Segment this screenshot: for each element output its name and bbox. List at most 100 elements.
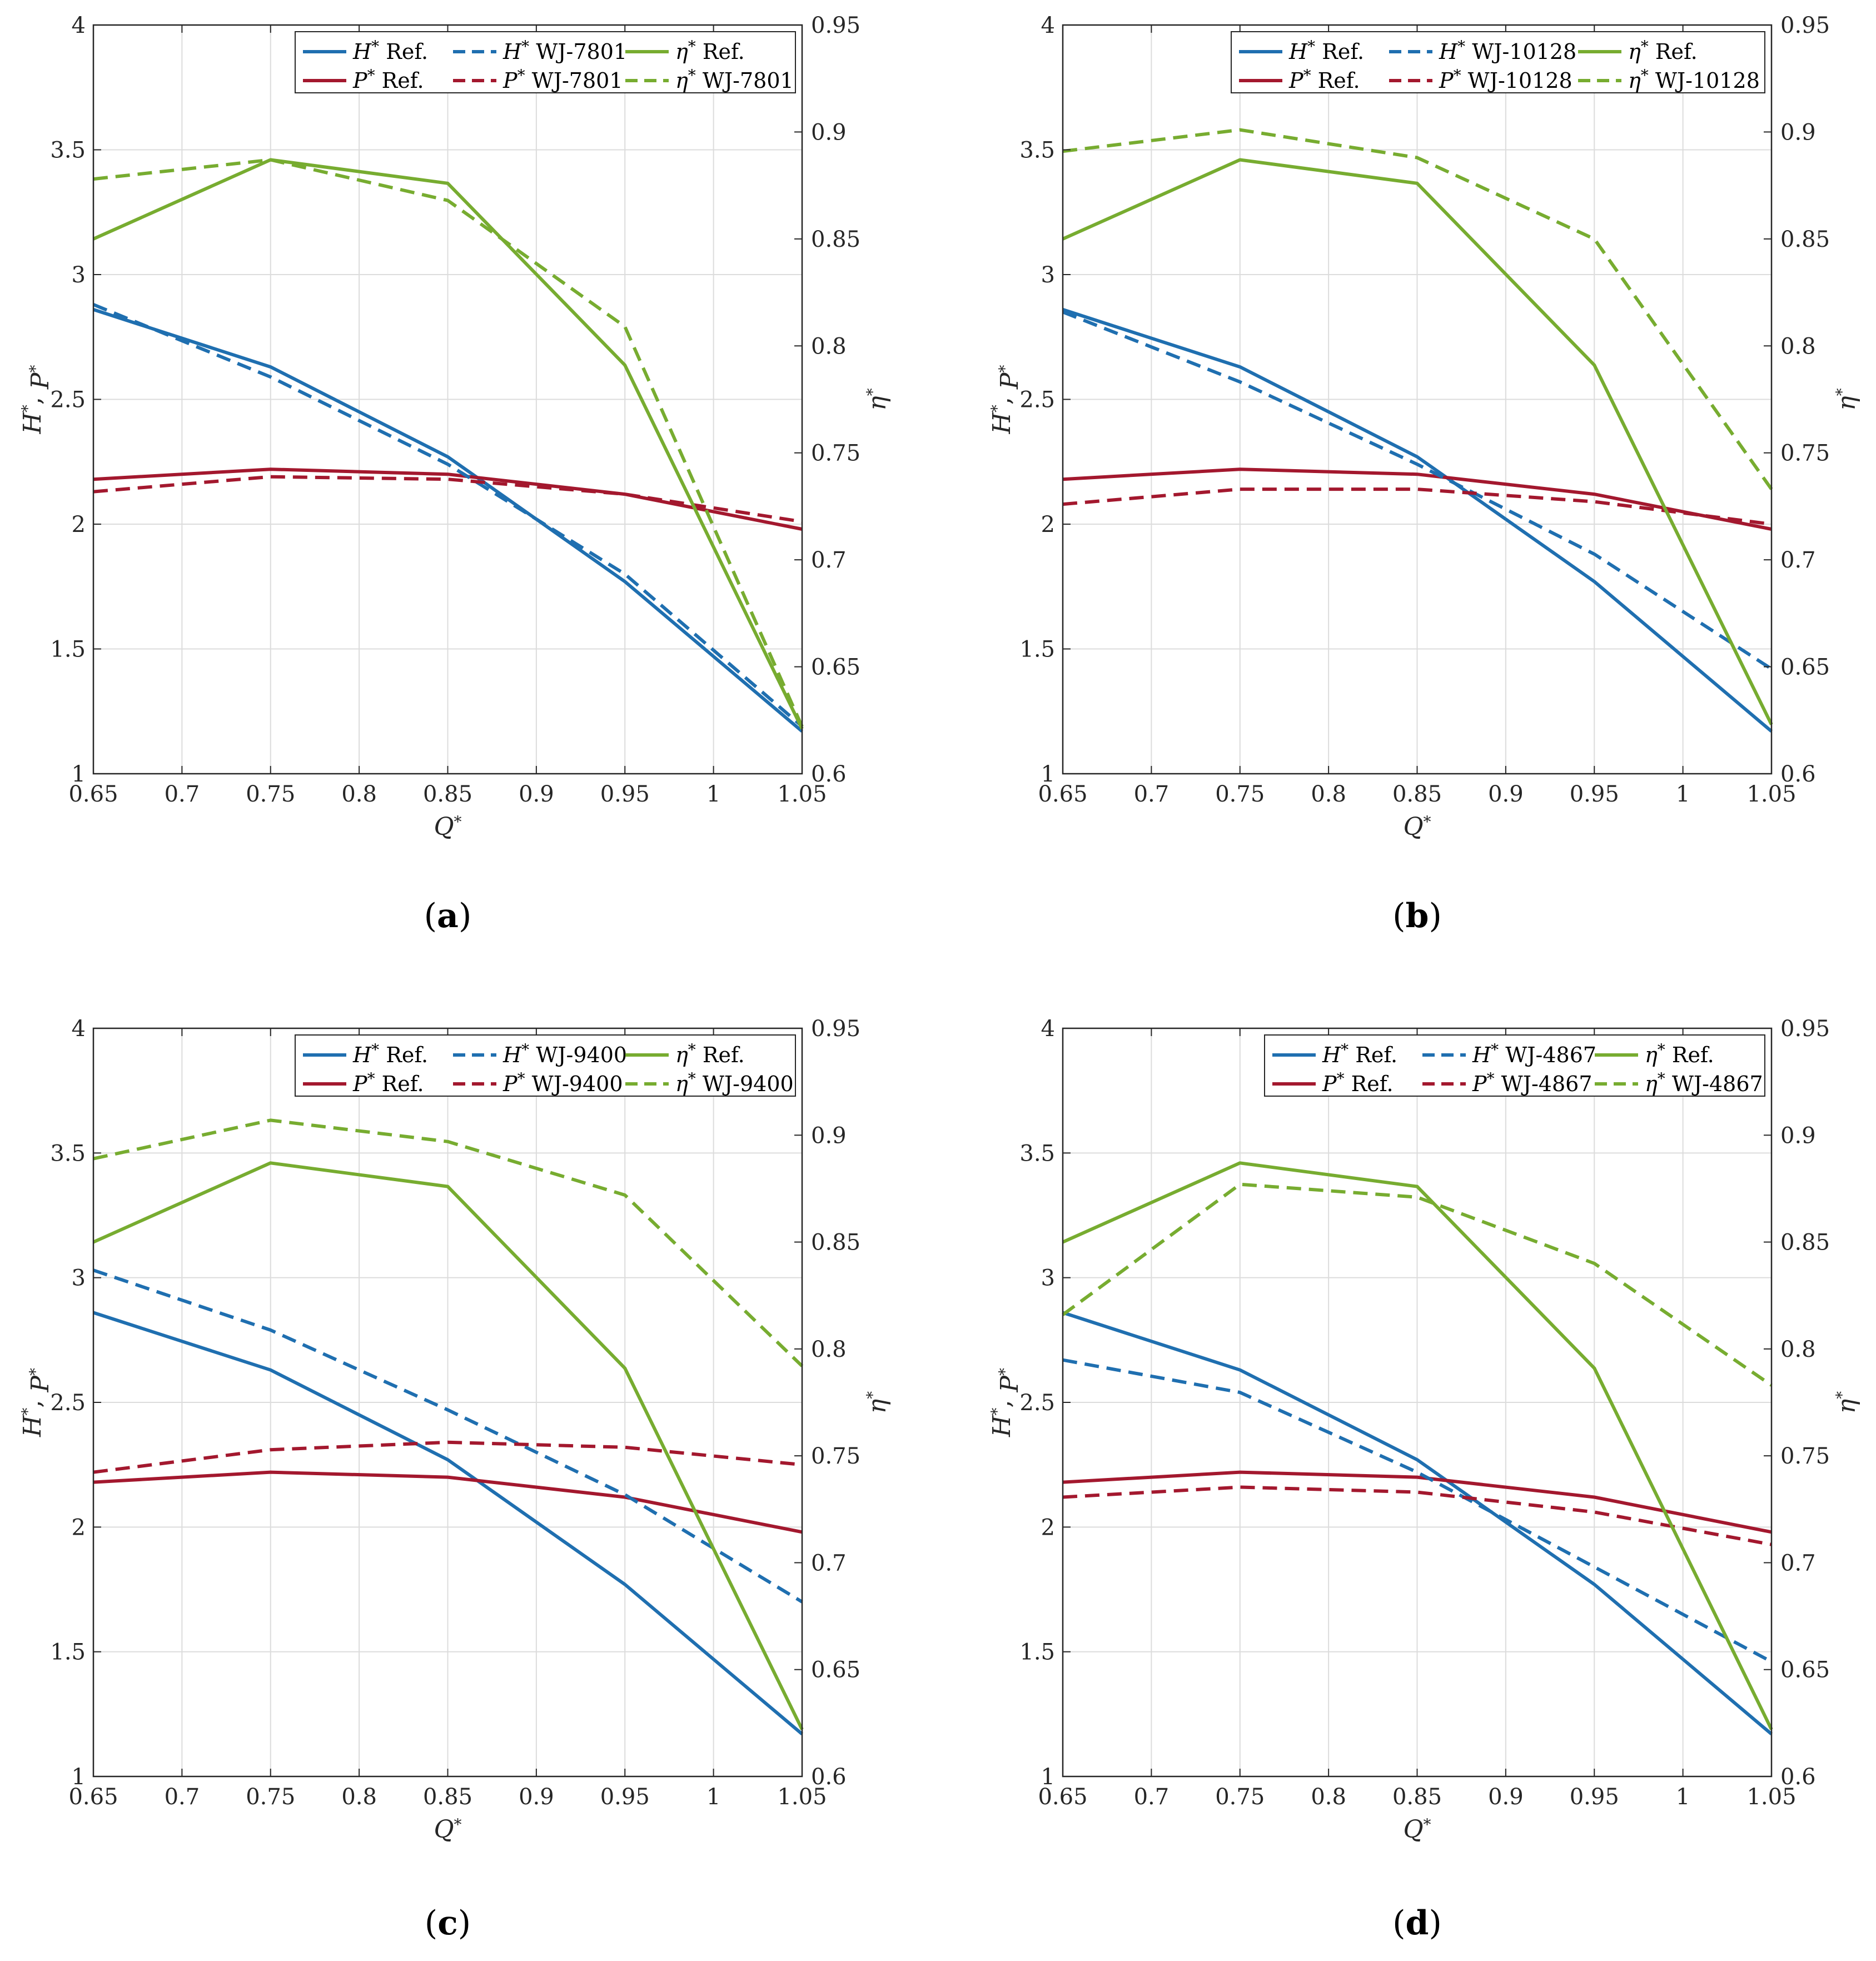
legend-entry: H* Ref. xyxy=(1288,37,1364,64)
y-right-tick-label: 0.6 xyxy=(1780,1764,1816,1790)
series-line-h-design xyxy=(93,1268,803,1604)
x-axis-title: Q* xyxy=(434,813,461,841)
series-line-h-design xyxy=(92,303,803,728)
y-right-tick-label: 0.65 xyxy=(1780,655,1830,680)
legend-entry: η* WJ-4867 xyxy=(1645,1069,1763,1096)
x-tick-label: 0.65 xyxy=(68,782,118,807)
x-tick-label: 0.85 xyxy=(423,782,472,807)
legend-entry: P* Ref. xyxy=(1288,66,1360,93)
y-left-tick-label: 2.5 xyxy=(1019,1390,1055,1416)
panel-label: (a) xyxy=(424,897,472,935)
series-line-eta-ref xyxy=(1062,158,1773,725)
y-right-tick-label: 0.85 xyxy=(1780,1230,1830,1256)
legend-entry: P* WJ-10128 xyxy=(1439,66,1573,93)
legend: H* Ref. H* WJ-9400 η* Ref. P* Ref. P* WJ-940… xyxy=(295,1034,796,1097)
x-tick-label: 0.75 xyxy=(1215,1784,1265,1810)
legend: H* Ref. H* WJ-7801 η* Ref. P* Ref. P* WJ-780… xyxy=(295,31,796,93)
y-right-tick-label: 0.75 xyxy=(811,1444,860,1469)
legend-box xyxy=(1231,31,1765,93)
y-left-tick-label: 3.5 xyxy=(50,1141,86,1166)
y-right-tick-label: 0.7 xyxy=(811,1550,847,1576)
series-line-eta-design xyxy=(1062,1182,1773,1387)
x-tick-label: 0.65 xyxy=(1038,782,1087,807)
x-tick-label: 0.7 xyxy=(1134,1784,1170,1810)
y-left-tick-label: 3 xyxy=(1041,262,1055,288)
y-left-axis-title: H*, P* xyxy=(988,365,1024,435)
series-line-eta-design xyxy=(93,158,804,728)
legend-entry: η* Ref. xyxy=(675,37,745,64)
y-right-tick-label: 0.6 xyxy=(811,761,847,787)
legend: H* Ref. H* WJ-4867 η* Ref. P* Ref. P* WJ-486… xyxy=(1264,1034,1765,1097)
series-line-p-ref xyxy=(1062,1470,1772,1534)
series-line-h-ref xyxy=(93,1311,803,1735)
y-left-tick-label: 2 xyxy=(1041,1515,1055,1540)
y-left-tick-label: 1.5 xyxy=(1019,637,1055,663)
x-tick-label: 0.95 xyxy=(1570,1784,1619,1810)
x-tick-label: 0.95 xyxy=(1570,782,1619,807)
x-tick-label: 0.65 xyxy=(1038,1784,1087,1810)
series-line-p-design xyxy=(1062,1485,1772,1546)
x-tick-label: 0.65 xyxy=(68,1784,118,1810)
y-left-axis-title: H*, P* xyxy=(988,1368,1024,1437)
chart-panel-d: 0.65 0.7 0.75 0.8 0.85 0.9 0.95 1 1.05 1 1.5 2 2.5 3 3… xyxy=(988,1016,1861,1943)
y-left-tick-label: 2 xyxy=(72,512,86,537)
legend-box xyxy=(1264,1034,1765,1097)
y-left-tick-label: 4 xyxy=(72,13,86,38)
y-right-tick-label: 0.9 xyxy=(811,120,847,145)
y-left-tick-label: 1.5 xyxy=(1019,1640,1055,1665)
legend-entry: η* Ref. xyxy=(1645,1041,1714,1067)
x-tick-label: 1.05 xyxy=(777,782,827,807)
legend-entry: H* Ref. xyxy=(1322,1041,1397,1067)
x-tick-label: 0.8 xyxy=(1311,782,1346,807)
panel-label: (b) xyxy=(1392,897,1442,935)
y-left-tick-label: 2.5 xyxy=(1019,387,1055,413)
chart-panel-a: 0.65 0.7 0.75 0.8 0.85 0.9 0.95 1 1.05 1 1.5 2 2.5 3 3… xyxy=(18,13,892,935)
y-right-tick-label: 0.65 xyxy=(811,1658,860,1683)
x-tick-label: 0.75 xyxy=(1215,782,1265,807)
series-line-h-ref xyxy=(1062,308,1773,733)
y-left-tick-label: 1 xyxy=(1041,761,1055,787)
y-left-tick-label: 2.5 xyxy=(50,1390,86,1416)
y-right-tick-label: 0.6 xyxy=(811,1764,847,1790)
x-tick-label: 0.85 xyxy=(423,1784,472,1810)
y-left-tick-label: 3 xyxy=(72,262,86,288)
legend-entry: H* WJ-7801 xyxy=(502,37,627,64)
legend: H* Ref. H* WJ-10128 η* Ref. P* Ref. P* WJ-10… xyxy=(1231,31,1765,93)
series-group xyxy=(92,1118,804,1735)
series-group xyxy=(1062,1161,1773,1735)
y-right-axis-title: η* xyxy=(1833,388,1861,410)
y-left-tick-label: 2 xyxy=(1041,512,1055,537)
y-left-axis-title: H*, P* xyxy=(18,365,54,435)
y-left-tick-label: 2 xyxy=(72,1515,86,1540)
legend-box xyxy=(295,31,796,93)
y-right-tick-label: 0.6 xyxy=(1780,761,1816,787)
series-line-eta-design xyxy=(1062,128,1773,490)
legend-entry: η* WJ-7801 xyxy=(675,66,794,93)
x-tick-label: 0.8 xyxy=(341,1784,377,1810)
y-right-tick-label: 0.85 xyxy=(811,227,860,252)
x-tick-label: 0.8 xyxy=(1311,1784,1346,1810)
y-left-tick-label: 3.5 xyxy=(50,138,86,163)
y-left-tick-label: 1.5 xyxy=(50,1640,86,1665)
y-right-tick-label: 0.7 xyxy=(1780,1550,1816,1576)
series-line-eta-ref xyxy=(92,158,804,730)
y-right-tick-label: 0.65 xyxy=(1780,1658,1830,1683)
legend-entry: H* WJ-10128 xyxy=(1439,37,1576,64)
y-right-tick-label: 0.85 xyxy=(811,1230,860,1256)
legend-entry: H* Ref. xyxy=(352,37,428,64)
gridlines xyxy=(1062,1028,1772,1777)
panel-label: (d) xyxy=(1392,1904,1442,1943)
y-right-tick-label: 0.95 xyxy=(811,1016,860,1042)
series-line-h-ref xyxy=(1062,1311,1773,1735)
y-right-tick-label: 0.95 xyxy=(811,13,860,38)
y-right-tick-label: 0.8 xyxy=(811,334,847,359)
y-right-tick-label: 0.8 xyxy=(1780,1337,1816,1362)
y-left-tick-label: 3 xyxy=(1041,1266,1055,1291)
y-right-axis-title: η* xyxy=(863,388,892,410)
series-group xyxy=(92,158,804,733)
y-right-tick-label: 0.9 xyxy=(1780,120,1816,145)
series-line-p-ref xyxy=(93,1470,803,1534)
y-right-tick-label: 0.95 xyxy=(1780,1016,1830,1042)
x-tick-label: 0.7 xyxy=(165,1784,200,1810)
legend-entry: P* WJ-9400 xyxy=(502,1069,623,1096)
